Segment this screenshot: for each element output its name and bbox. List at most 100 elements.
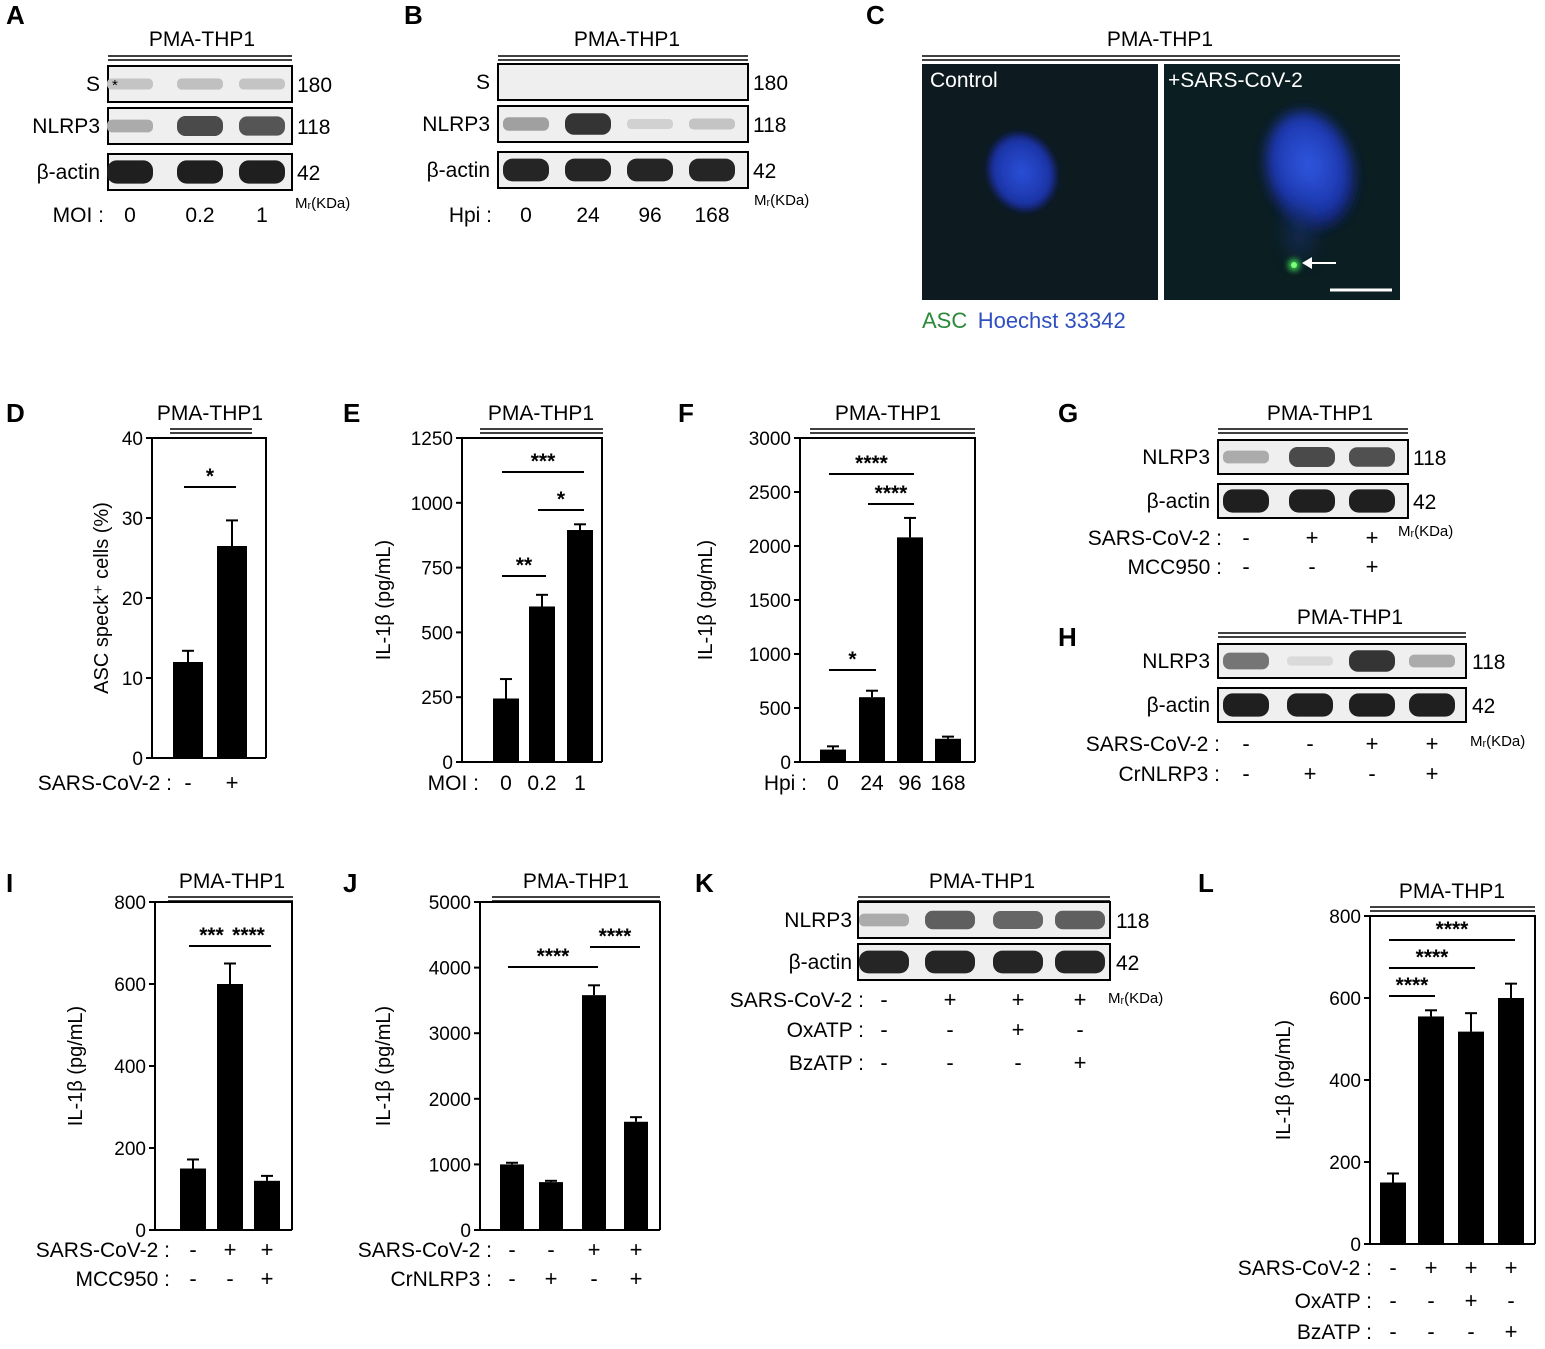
- micrograph-infected: +SARS-CoV-2: [1164, 64, 1400, 300]
- blot-b-mw-value: 118: [753, 114, 786, 137]
- condition-label: Hpi :: [764, 772, 807, 795]
- condition-value: -: [880, 1017, 887, 1042]
- y-tick-label: 0: [780, 753, 791, 774]
- y-tick-label: 5000: [429, 893, 471, 914]
- title-d-text: PMA-THP1: [157, 402, 263, 425]
- blot-h-mw-value: 118: [1472, 651, 1505, 674]
- condition-value: +: [1012, 1017, 1025, 1042]
- significance-label: ****: [875, 482, 909, 505]
- micrograph-control: Control: [922, 64, 1158, 300]
- condition-value: +: [1074, 987, 1087, 1012]
- y-tick-label: 750: [421, 559, 453, 580]
- blot-band: [1055, 910, 1105, 930]
- y-tick-label: 10: [122, 669, 143, 690]
- blot-band: [925, 950, 975, 974]
- y-tick-label: 1000: [411, 494, 453, 515]
- condition-value: -: [184, 770, 191, 795]
- significance-label: ****: [1436, 918, 1470, 941]
- bar: [582, 995, 606, 1230]
- bar: [1418, 1016, 1444, 1244]
- mr-kda-label: Mᵣ(KDa): [1108, 990, 1163, 1007]
- bar: [493, 698, 519, 762]
- blot-band: [859, 913, 909, 927]
- blot-band: [1287, 656, 1333, 666]
- y-tick-label: 600: [1329, 989, 1361, 1010]
- title-g: PMA-THP1: [1218, 402, 1408, 434]
- condition-label: SARS-CoV-2 :: [358, 1239, 492, 1262]
- condition-value: +: [1074, 1050, 1087, 1075]
- significance-label: ****: [1416, 946, 1450, 969]
- condition-value: -: [1242, 761, 1249, 786]
- bar-chart-d: 0 10 20 30 40 ASC speck⁺ cells (%) * SARS-CoV-2…: [38, 429, 267, 795]
- condition-label: SARS-CoV-2 :: [1086, 733, 1220, 756]
- condition-value: 0: [827, 772, 839, 795]
- condition-value: +: [1465, 1255, 1478, 1280]
- condition-value: 24: [860, 772, 884, 795]
- significance-label: ***: [199, 924, 224, 947]
- bar: [1458, 1031, 1484, 1244]
- bar: [500, 1164, 524, 1230]
- condition-value: 0.2: [527, 772, 556, 795]
- western-blot-b: S 180 NLRP3 118 β-actin 42 Hpi : 0 24 96 168 Mᵣ(KDa…: [422, 63, 809, 227]
- blot-band: [177, 116, 223, 136]
- asc-speck-core: [1291, 262, 1297, 268]
- bar: [217, 546, 247, 758]
- condition-value: +: [1505, 1255, 1518, 1280]
- condition-value: 168: [930, 772, 965, 795]
- stain-legend: ASC Hoechst 33342: [922, 308, 1126, 333]
- condition-value: 24: [576, 204, 600, 227]
- blot-k-row-label: NLRP3: [784, 909, 852, 932]
- condition-label: BzATP :: [789, 1052, 864, 1075]
- condition-value: -: [1242, 554, 1249, 579]
- condition-value: -: [226, 1266, 233, 1291]
- y-tick-label: 1500: [749, 591, 791, 612]
- condition-value: +: [1012, 987, 1025, 1012]
- blot-band: [1287, 693, 1333, 717]
- blot-band: [1409, 693, 1455, 717]
- condition-value: +: [224, 1237, 237, 1262]
- condition-value: +: [1465, 1288, 1478, 1313]
- condition-label: SARS-CoV-2 :: [38, 772, 172, 795]
- significance-label: ****: [537, 945, 571, 968]
- condition-value: -: [189, 1266, 196, 1291]
- condition-value: +: [1366, 731, 1379, 756]
- title-a-text: PMA-THP1: [149, 28, 255, 51]
- bar: [180, 1168, 206, 1230]
- micrograph-panel: Control +SARS-CoV-2 ASC Hoechst 33342: [922, 64, 1400, 333]
- blot-band: [1055, 950, 1105, 974]
- blot-band: [177, 78, 223, 90]
- infected-label: +SARS-CoV-2: [1168, 69, 1303, 92]
- blot-h-row-label: β-actin: [1147, 694, 1210, 717]
- condition-label: OxATP :: [1295, 1290, 1372, 1313]
- blot-b-row-label: NLRP3: [422, 113, 490, 136]
- blot-band: [565, 158, 611, 182]
- title-k: PMA-THP1: [858, 870, 1110, 902]
- bar: [529, 606, 555, 762]
- condition-label: SARS-CoV-2 :: [730, 989, 864, 1012]
- condition-value: -: [1076, 1017, 1083, 1042]
- blot-b-row-label: S: [476, 71, 490, 94]
- significance-label: *: [206, 465, 215, 488]
- blot-b-mw-value: 180: [753, 72, 788, 95]
- panel-letter-k: K: [695, 868, 714, 898]
- panel-letter-g: G: [1058, 398, 1078, 428]
- condition-value: -: [1308, 554, 1315, 579]
- legend-asc: ASC: [922, 308, 967, 333]
- condition-value: -: [880, 1050, 887, 1075]
- condition-value: 0: [124, 204, 136, 227]
- significance-label: ****: [855, 452, 889, 475]
- y-tick-label: 3000: [429, 1024, 471, 1045]
- title-f-text: PMA-THP1: [835, 402, 941, 425]
- blot-band: [993, 950, 1043, 974]
- chart-i-frame: [155, 901, 293, 1230]
- bar: [567, 530, 593, 762]
- y-tick-label: 3000: [749, 429, 791, 450]
- nucleus-control: [987, 132, 1057, 212]
- condition-value: +: [261, 1237, 274, 1262]
- condition-value: +: [630, 1266, 643, 1291]
- blot-band: [503, 158, 549, 182]
- significance-label: ***: [531, 450, 556, 473]
